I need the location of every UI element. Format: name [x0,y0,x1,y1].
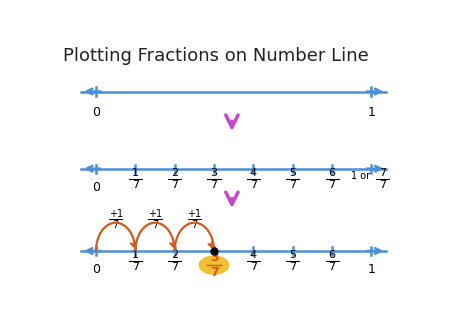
Text: 6: 6 [328,250,336,260]
Text: 7: 7 [328,262,336,272]
Text: 7: 7 [152,220,158,230]
Text: 7: 7 [289,180,296,190]
Text: 1: 1 [132,250,139,260]
Text: 1: 1 [367,106,375,119]
Text: 4: 4 [250,168,257,178]
Text: 1: 1 [132,168,139,178]
Text: 7: 7 [210,266,219,279]
Text: 3: 3 [210,250,218,260]
Text: 1 or: 1 or [351,171,370,181]
Text: 7: 7 [132,262,139,272]
Text: 5: 5 [289,168,296,178]
Text: 2: 2 [171,250,178,260]
Text: 1: 1 [367,263,375,276]
Text: 2: 2 [171,168,178,178]
Text: +1: +1 [109,209,123,219]
Text: +1: +1 [148,209,162,219]
Text: 7: 7 [132,180,139,190]
Text: 7: 7 [250,262,257,272]
Text: 3: 3 [210,168,218,178]
Text: Plotting Fractions on Number Line: Plotting Fractions on Number Line [63,46,369,64]
Text: 7: 7 [328,180,336,190]
Text: 4: 4 [250,250,257,260]
Text: +1: +1 [187,209,201,219]
Text: 7: 7 [210,180,218,190]
Text: 7: 7 [171,262,178,272]
Text: 7: 7 [191,220,198,230]
Text: 7: 7 [379,180,386,190]
Text: 0: 0 [92,106,100,119]
Ellipse shape [200,256,229,274]
Text: 0: 0 [92,263,100,276]
Text: 6: 6 [328,168,336,178]
Text: 0: 0 [92,181,100,194]
Text: 7: 7 [112,220,119,230]
Text: 3: 3 [210,252,219,264]
Text: 7: 7 [379,168,386,178]
Text: 7: 7 [210,262,218,272]
Text: 5: 5 [289,250,296,260]
Text: 7: 7 [289,262,296,272]
Text: 7: 7 [250,180,257,190]
Text: 7: 7 [171,180,178,190]
